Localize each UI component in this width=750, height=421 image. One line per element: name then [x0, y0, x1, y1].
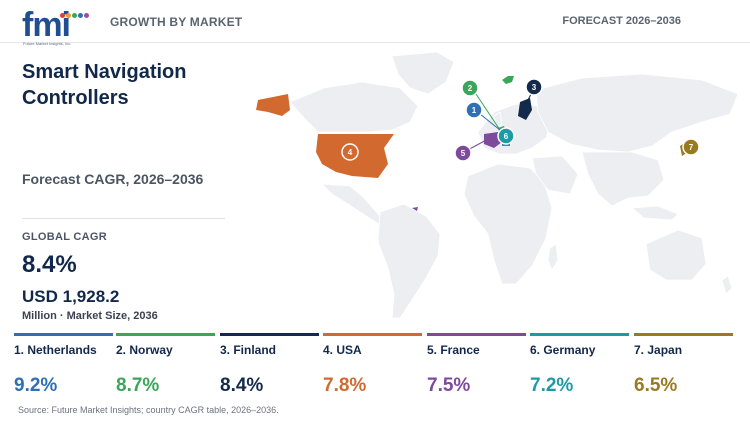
source-note: Source: Future Market Insights; country … — [18, 405, 279, 415]
card-color-bar — [14, 333, 113, 336]
divider — [22, 218, 225, 219]
marker-label-7: 7 — [689, 143, 694, 152]
card-color-bar — [116, 333, 215, 336]
marker-label-6: 6 — [504, 132, 509, 141]
country-name: 7. Japan — [634, 343, 683, 357]
header-bar: fmi Future Market Insights, Inc. GROWTH … — [0, 0, 750, 46]
global-cagr-value: 8.4% — [22, 251, 77, 278]
marker-norway: 2 — [461, 79, 479, 97]
marker-netherlands: 1 — [465, 101, 483, 119]
country-cagr: 7.8% — [323, 375, 367, 396]
country-card-finland[interactable]: 3. Finland 8.4% — [220, 333, 319, 396]
marker-finland: 3 — [525, 78, 543, 96]
country-name: 6. Germany — [530, 343, 596, 357]
country-cagr: 8.4% — [220, 375, 264, 396]
marker-japan: 7 — [682, 138, 700, 156]
country-card-japan[interactable]: 7. Japan 6.5% — [634, 333, 733, 396]
alaska-region — [256, 94, 290, 116]
world-map: 1 2 3 4 5 6 7 — [256, 51, 739, 319]
card-color-bar — [530, 333, 629, 336]
page-title: Smart Navigation Controllers — [22, 61, 187, 109]
logo-tagline: Future Market Insights, Inc. — [23, 41, 72, 46]
forecast-period-label: FORECAST 2026–2036 — [562, 15, 681, 27]
norway-region — [502, 76, 514, 84]
card-color-bar — [220, 333, 319, 336]
marker-france: 5 — [454, 144, 472, 162]
growth-by-market-label: GROWTH BY MARKET — [110, 15, 243, 29]
fmi-logo[interactable]: fmi Future Market Insights, Inc. — [22, 8, 92, 46]
card-color-bar — [323, 333, 422, 336]
country-cagr: 7.2% — [530, 375, 574, 396]
caribbean-region — [412, 207, 418, 211]
country-card-germany[interactable]: 6. Germany 7.2% — [530, 333, 629, 396]
marker-label-5: 5 — [461, 149, 466, 158]
forecast-cagr-label: Forecast CAGR, 2026–2036 — [22, 171, 204, 187]
global-cagr-label: GLOBAL CAGR — [22, 231, 107, 243]
country-name: 5. France — [427, 343, 480, 357]
market-size-label: Million · Market Size, 2036 — [22, 310, 158, 322]
marker-label-3: 3 — [532, 83, 537, 92]
market-size-value: USD 1,928.2 — [22, 287, 120, 306]
map-land — [289, 51, 739, 319]
country-name: 4. USA — [323, 343, 362, 357]
country-card-france[interactable]: 5. France 7.5% — [427, 333, 526, 396]
country-cagr: 7.5% — [427, 375, 471, 396]
marker-label-2: 2 — [468, 84, 473, 93]
marker-label-4: 4 — [348, 148, 353, 157]
card-color-bar — [634, 333, 733, 336]
marker-label-1: 1 — [472, 106, 477, 115]
country-card-netherlands[interactable]: 1. Netherlands 9.2% — [14, 333, 113, 396]
country-name: 1. Netherlands — [14, 343, 97, 357]
finland-region — [518, 98, 532, 120]
country-name: 3. Finland — [220, 343, 277, 357]
marker-usa: 4 — [341, 143, 359, 161]
logo-dots — [60, 5, 90, 23]
country-cagr: 6.5% — [634, 375, 678, 396]
card-color-bar — [427, 333, 526, 336]
country-card-usa[interactable]: 4. USA 7.8% — [323, 333, 422, 396]
country-cagr: 9.2% — [14, 375, 58, 396]
marker-germany: 6 — [497, 127, 515, 145]
country-cagr: 8.7% — [116, 375, 160, 396]
country-name: 2. Norway — [116, 343, 173, 357]
country-card-norway[interactable]: 2. Norway 8.7% — [116, 333, 215, 396]
